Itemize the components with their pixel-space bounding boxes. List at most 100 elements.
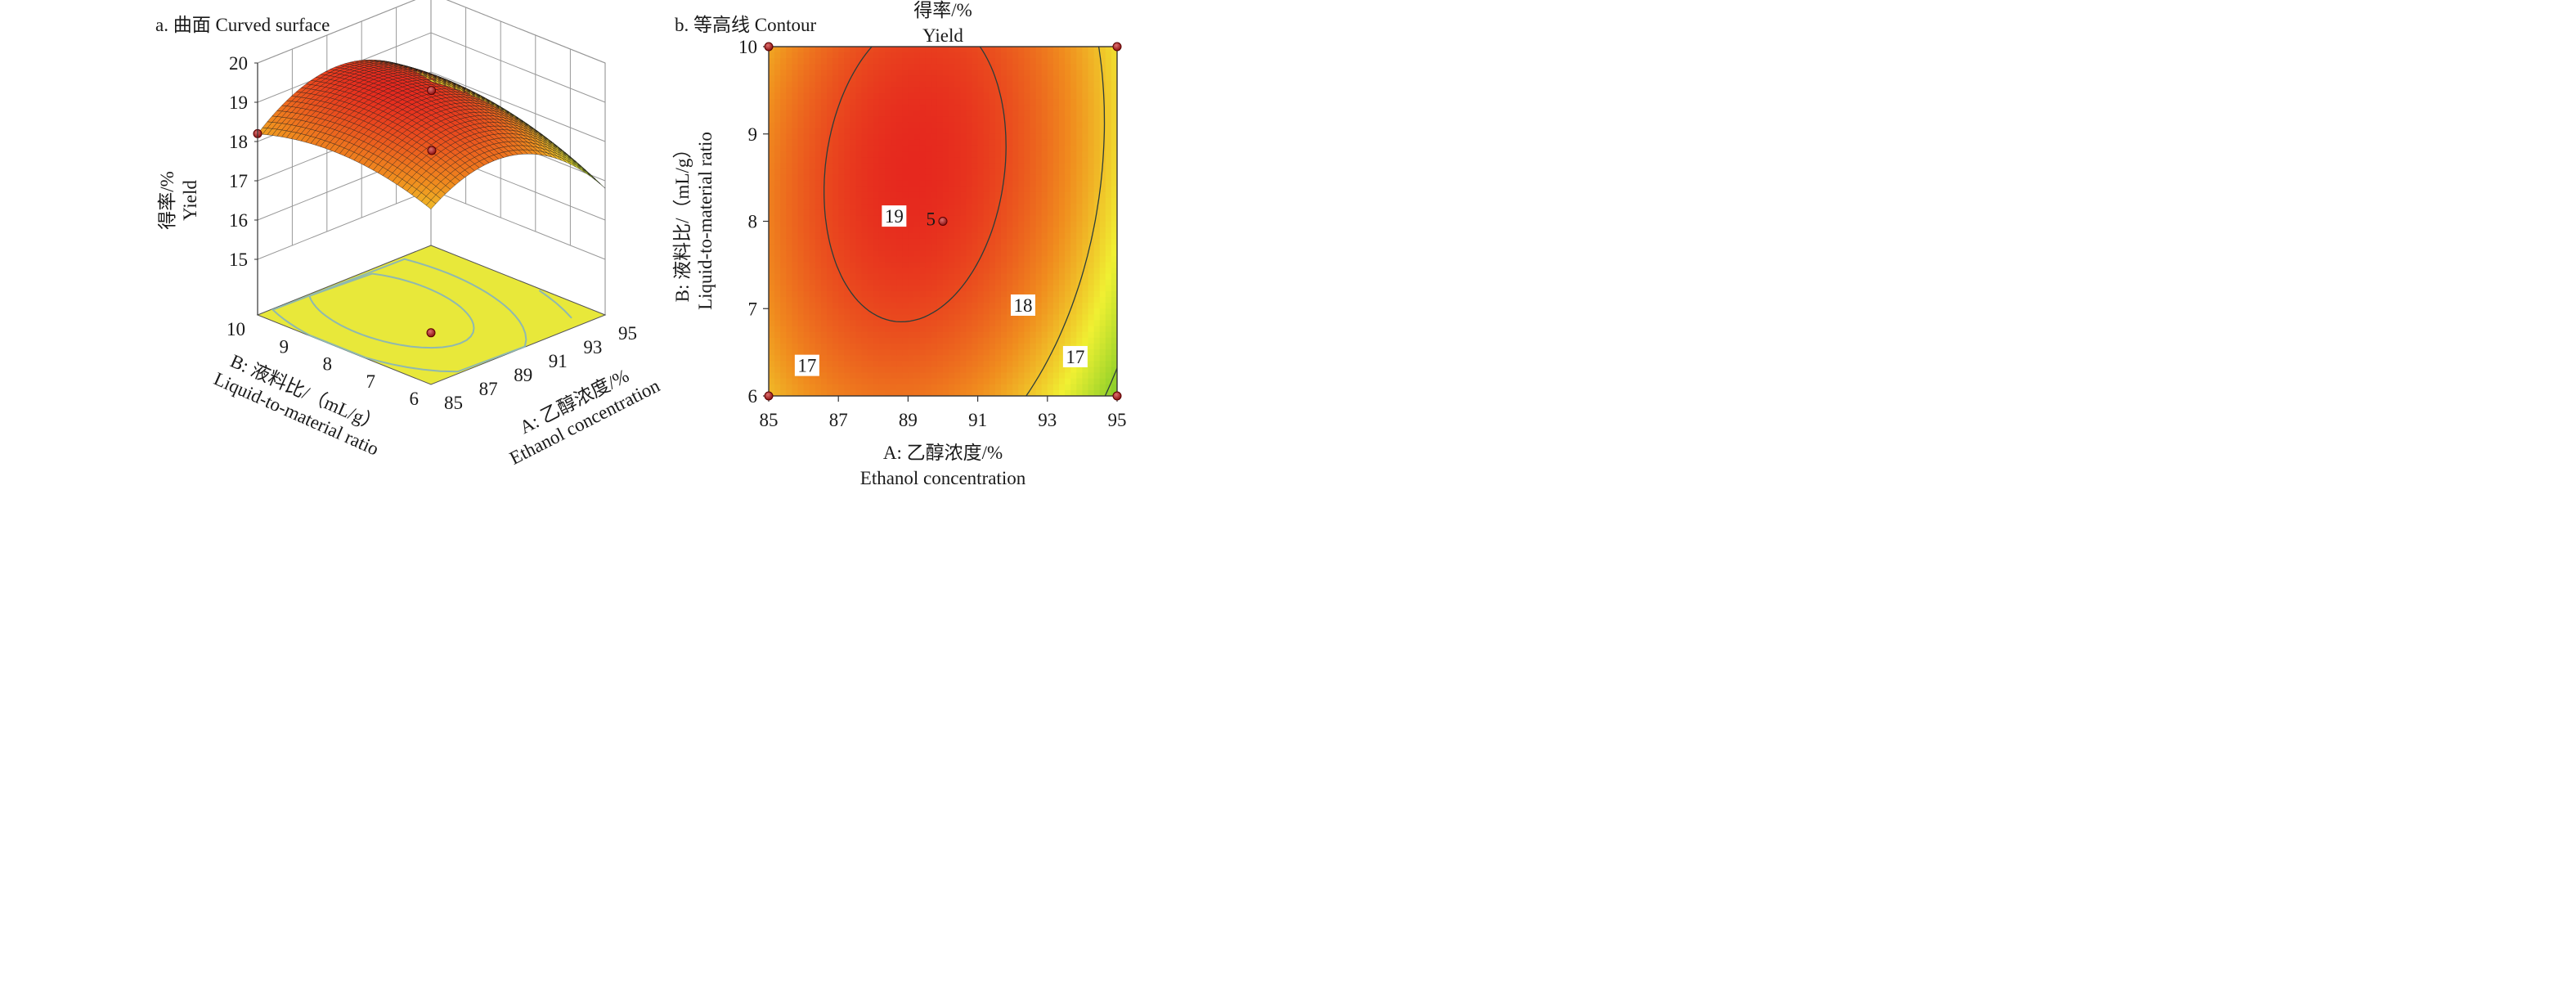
heat-cell bbox=[815, 99, 822, 106]
x-tick-label-3d: 91 bbox=[549, 351, 568, 371]
heat-cell bbox=[925, 314, 932, 321]
surface-design-point bbox=[427, 146, 437, 155]
heat-cell bbox=[983, 151, 990, 158]
heat-cell bbox=[943, 204, 949, 210]
heat-cell bbox=[815, 70, 822, 77]
heat-cell bbox=[815, 384, 822, 391]
heat-cell bbox=[809, 151, 816, 158]
heat-cell bbox=[850, 337, 857, 344]
heat-cell bbox=[885, 174, 891, 182]
heat-cell bbox=[827, 221, 833, 228]
heat-cell bbox=[1018, 285, 1025, 292]
heat-cell bbox=[902, 64, 909, 71]
heat-cell bbox=[977, 75, 985, 83]
heat-cell bbox=[780, 70, 787, 77]
heat-cell bbox=[1001, 122, 1008, 129]
heat-cell bbox=[1065, 186, 1071, 193]
heat-cell bbox=[1082, 273, 1089, 281]
heat-cell bbox=[861, 198, 868, 205]
heat-cell bbox=[1088, 122, 1095, 129]
heat-cell bbox=[919, 128, 927, 135]
heat-cell bbox=[954, 133, 961, 141]
heat-cell bbox=[797, 238, 805, 245]
heat-cell bbox=[1093, 389, 1101, 396]
heat-cell bbox=[803, 47, 810, 53]
heat-cell bbox=[960, 227, 967, 234]
heat-cell bbox=[936, 209, 944, 216]
heat-cell bbox=[954, 180, 961, 187]
heat-cell bbox=[867, 331, 874, 339]
heat-cell bbox=[867, 244, 874, 251]
heat-cell bbox=[949, 169, 955, 176]
heat-cell bbox=[873, 180, 880, 187]
heat-cell bbox=[1024, 366, 1031, 374]
heat-cell bbox=[936, 99, 944, 106]
heat-cell bbox=[780, 331, 787, 339]
heat-cell bbox=[1076, 267, 1083, 275]
heat-cell bbox=[878, 303, 886, 309]
heat-cell bbox=[873, 384, 880, 391]
heat-cell bbox=[891, 308, 897, 315]
heat-cell bbox=[1065, 204, 1071, 210]
heat-cell bbox=[954, 75, 961, 83]
heat-cell bbox=[943, 273, 949, 281]
heat-cell bbox=[983, 361, 990, 368]
heat-cell bbox=[908, 133, 915, 141]
heat-cell bbox=[1041, 355, 1048, 362]
heat-cell bbox=[902, 52, 909, 59]
heat-cell bbox=[1052, 250, 1060, 257]
heat-cell bbox=[832, 320, 839, 327]
heat-cell bbox=[983, 314, 990, 321]
contour-y-tick-label: 10 bbox=[738, 37, 757, 57]
heat-cell bbox=[908, 215, 915, 223]
heat-cell bbox=[769, 52, 775, 59]
heat-cell bbox=[1065, 128, 1071, 135]
heat-cell bbox=[925, 174, 932, 182]
heat-cell bbox=[902, 227, 909, 234]
heat-cell bbox=[873, 133, 880, 141]
heat-cell bbox=[850, 221, 857, 228]
heat-cell bbox=[960, 163, 967, 170]
heat-cell bbox=[902, 198, 909, 205]
heat-cell bbox=[867, 47, 874, 53]
heat-cell bbox=[1030, 145, 1037, 152]
heat-cell bbox=[1052, 169, 1060, 176]
heat-cell bbox=[786, 75, 792, 83]
heat-cell bbox=[861, 273, 868, 281]
heat-cell bbox=[1093, 250, 1101, 257]
heat-cell bbox=[943, 297, 949, 303]
heat-cell bbox=[896, 355, 903, 362]
heat-cell bbox=[1024, 349, 1031, 356]
heat-cell bbox=[925, 198, 932, 205]
heat-cell bbox=[936, 297, 944, 303]
heat-cell bbox=[1059, 204, 1066, 210]
heat-cell bbox=[832, 267, 839, 275]
heat-cell bbox=[994, 297, 1002, 303]
heat-cell bbox=[1007, 221, 1013, 228]
heat-cell bbox=[931, 110, 938, 117]
heat-cell bbox=[838, 92, 845, 100]
heat-cell bbox=[861, 163, 868, 170]
heat-cell bbox=[832, 227, 839, 234]
heat-cell bbox=[1030, 279, 1037, 286]
heat-cell bbox=[913, 81, 921, 88]
heat-cell bbox=[1018, 262, 1025, 269]
heat-cell bbox=[960, 110, 967, 117]
heat-cell bbox=[1012, 52, 1019, 59]
heat-cell bbox=[913, 366, 921, 374]
heat-cell bbox=[797, 174, 805, 182]
heat-cell bbox=[815, 186, 822, 193]
heat-cell bbox=[820, 81, 828, 88]
heat-cell bbox=[1093, 157, 1101, 164]
heat-cell bbox=[855, 75, 863, 83]
heat-cell bbox=[908, 290, 915, 298]
heat-cell bbox=[908, 110, 915, 117]
heat-cell bbox=[827, 215, 833, 223]
z-tick-label: 17 bbox=[229, 171, 248, 191]
heat-cell bbox=[820, 343, 828, 350]
heat-cell bbox=[844, 116, 850, 124]
heat-cell bbox=[1076, 326, 1083, 333]
heat-cell bbox=[815, 209, 822, 216]
heat-cell bbox=[855, 128, 863, 135]
heat-cell bbox=[1065, 99, 1071, 106]
